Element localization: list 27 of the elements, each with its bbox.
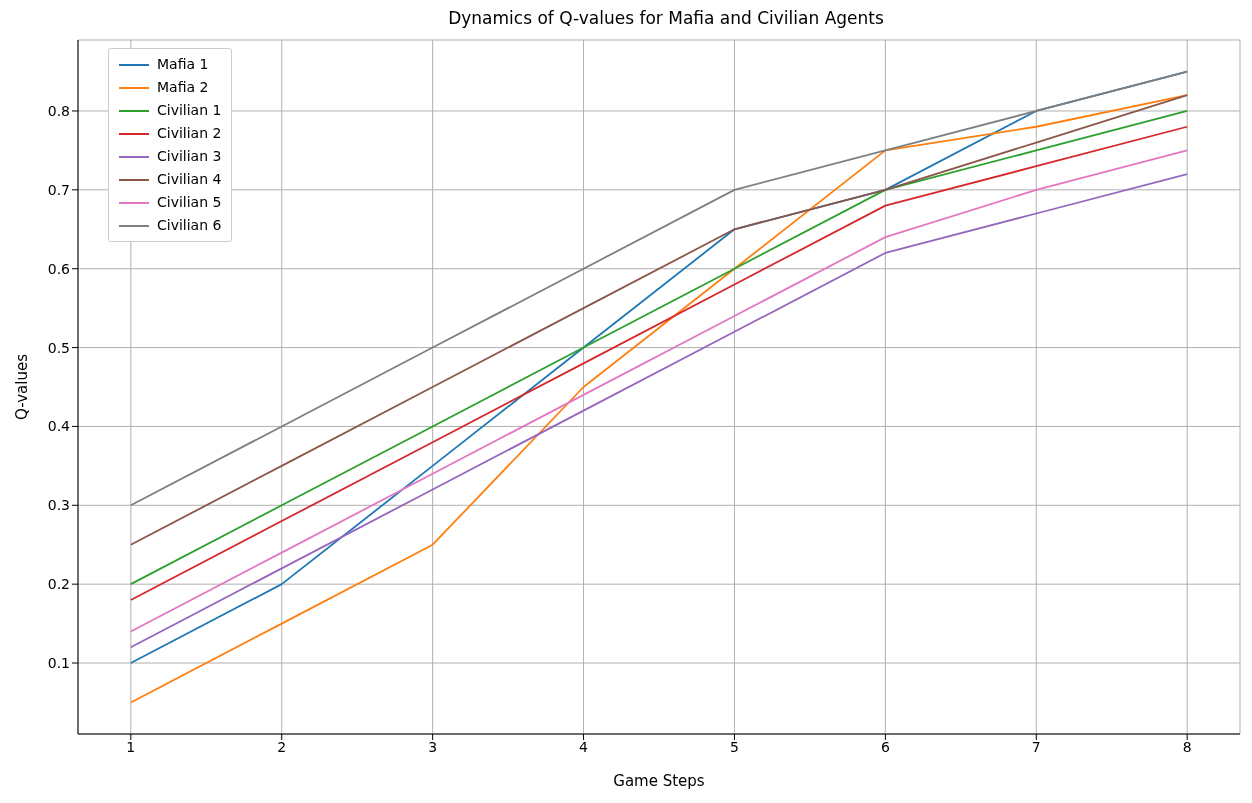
legend-label: Civilian 4: [157, 170, 222, 189]
legend-label: Civilian 2: [157, 124, 222, 143]
legend-label: Civilian 5: [157, 193, 222, 212]
y-tick-label: 0.7: [47, 181, 70, 198]
legend-label: Civilian 6: [157, 216, 222, 235]
x-axis-title: Game Steps: [613, 772, 705, 790]
y-tick-label: 0.4: [47, 418, 71, 435]
x-tick-label: 6: [880, 738, 890, 755]
legend-label: Civilian 3: [157, 147, 222, 166]
legend-label: Civilian 1: [157, 101, 222, 120]
x-tick-label: 3: [428, 738, 438, 755]
x-tick-label: 8: [1182, 738, 1192, 755]
x-tick-label: 4: [579, 738, 589, 755]
y-axis-title: Q-values: [13, 353, 32, 421]
y-tick-label: 0.6: [47, 260, 71, 277]
x-tick-label: 7: [1031, 738, 1041, 755]
y-tick-label: 0.3: [47, 497, 70, 514]
x-tick-label: 5: [729, 738, 739, 755]
chart-title: Dynamics of Q-values for Mafia and Civilian Agents: [447, 8, 885, 30]
x-tick-label: 2: [277, 738, 287, 755]
y-tick-label: 0.5: [47, 339, 70, 356]
y-tick-label: 0.8: [47, 102, 70, 119]
y-tick-label: 0.2: [47, 576, 70, 593]
legend-label: Mafia 2: [157, 78, 209, 97]
x-tick-label: 1: [126, 738, 136, 755]
y-tick-label: 0.1: [47, 654, 70, 671]
legend-label: Mafia 1: [157, 55, 209, 74]
